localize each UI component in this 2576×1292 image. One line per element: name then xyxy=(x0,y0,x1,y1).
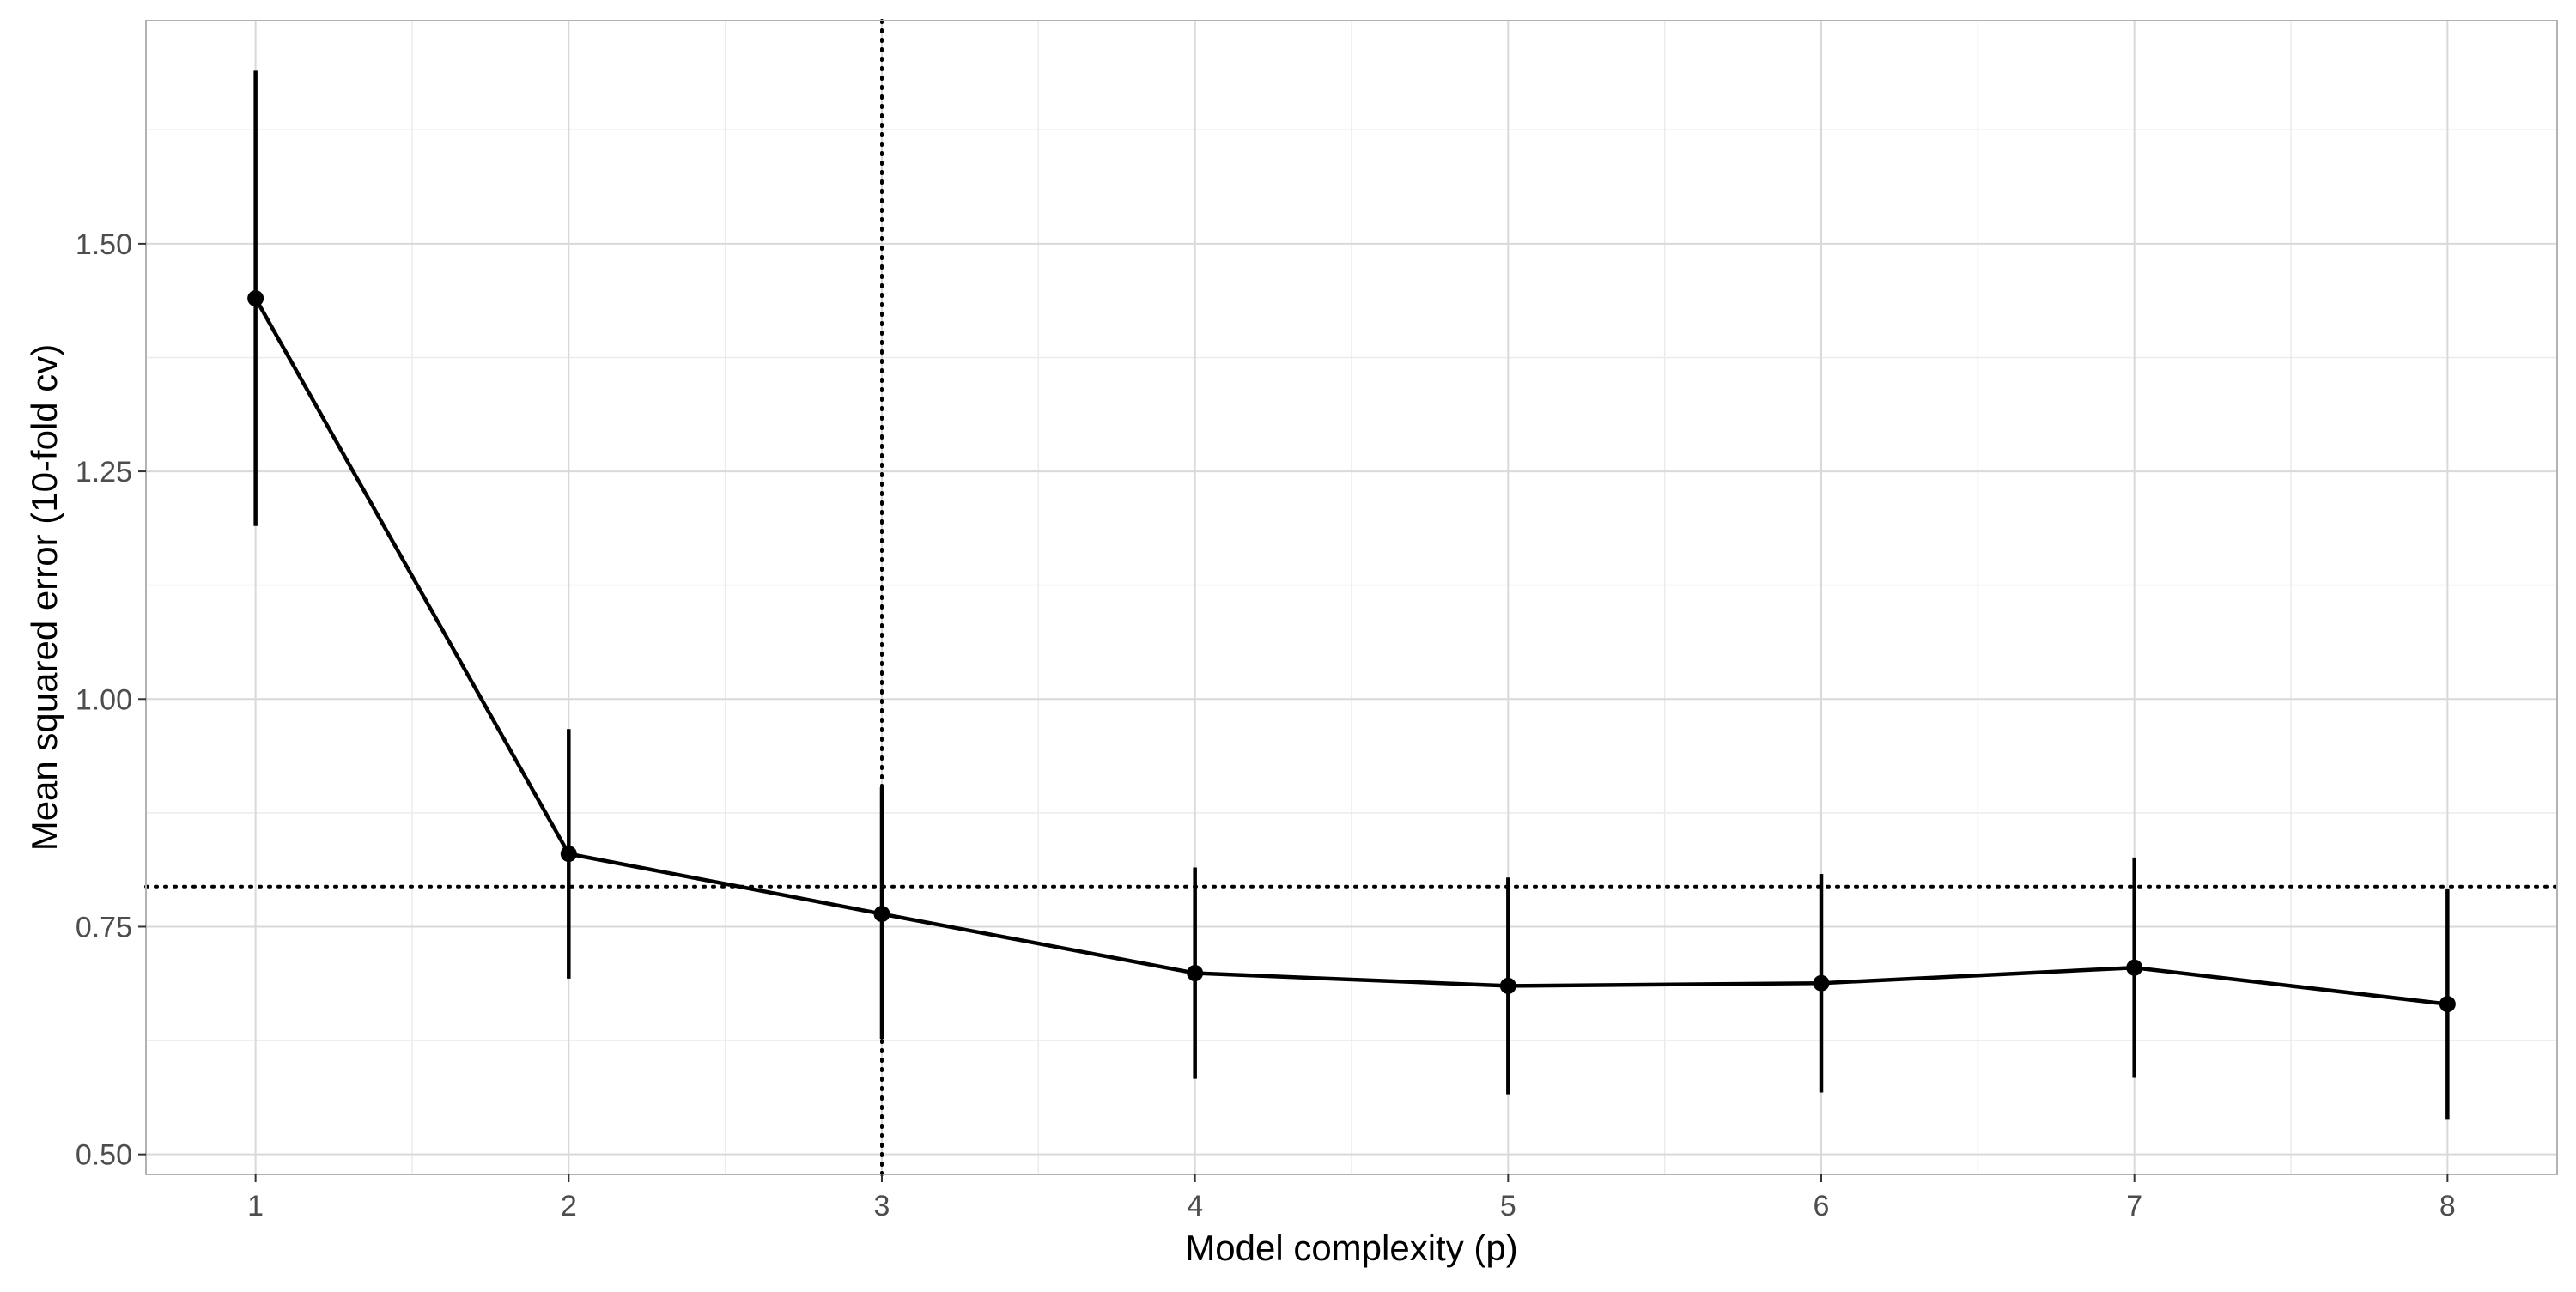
data-point xyxy=(2126,959,2143,976)
minor-grid xyxy=(146,21,2557,1174)
y-tick-label: 1.00 xyxy=(76,683,132,716)
y-axis-title: Mean squared error (10-fold cv) xyxy=(24,344,64,852)
x-tick-label: 6 xyxy=(1814,1190,1830,1222)
data-point xyxy=(1187,965,1204,982)
major-grid xyxy=(146,21,2557,1174)
x-tick-label: 8 xyxy=(2439,1190,2456,1222)
series-line-group xyxy=(253,297,2448,1006)
x-tick-label: 7 xyxy=(2126,1190,2142,1222)
x-tick-label: 4 xyxy=(1187,1190,1203,1222)
y-tick-label: 1.25 xyxy=(76,456,132,488)
y-tick-label: 0.50 xyxy=(76,1139,132,1172)
x-tick-label: 2 xyxy=(561,1190,577,1222)
data-point xyxy=(247,290,264,307)
data-point xyxy=(1499,977,1516,994)
data-point xyxy=(1813,974,1830,992)
series-line xyxy=(253,297,2448,1006)
y-tick-label: 0.75 xyxy=(76,911,132,943)
x-axis-title: Model complexity (p) xyxy=(1185,1228,1517,1268)
data-point xyxy=(560,846,577,863)
panel-border xyxy=(145,20,2558,1175)
y-axis-ticks: 0.50 0.75 1.00 1.25 1.50 xyxy=(76,228,146,1172)
x-tick-label: 5 xyxy=(1500,1190,1516,1222)
data-point xyxy=(873,906,890,923)
data-point xyxy=(2439,996,2456,1013)
y-tick-label: 1.50 xyxy=(76,228,132,261)
x-tick-label: 1 xyxy=(247,1190,264,1222)
x-axis-ticks: 1 2 3 4 5 6 7 8 xyxy=(247,1174,2456,1222)
data-points xyxy=(247,290,2456,1013)
x-tick-label: 3 xyxy=(874,1190,890,1222)
